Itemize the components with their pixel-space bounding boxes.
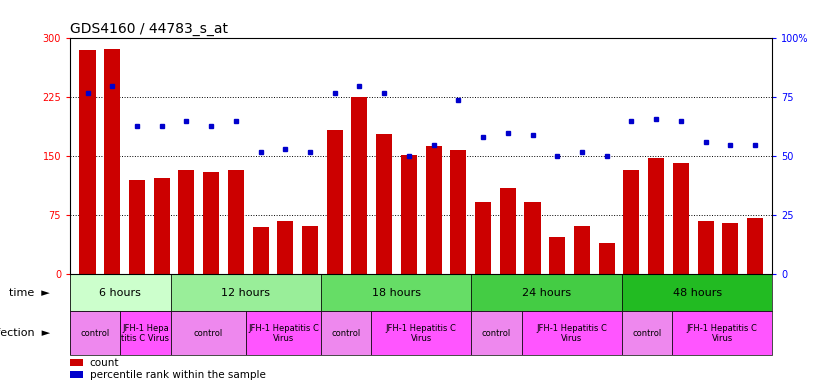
Bar (327, 131, 343, 274)
Text: count: count (90, 358, 120, 367)
Bar (472, 274, 622, 311)
Bar (278, 221, 293, 274)
Bar (624, 170, 639, 274)
Bar (129, 180, 145, 274)
Bar (450, 150, 467, 274)
Bar (371, 311, 472, 355)
Bar (697, 221, 714, 274)
Bar (70, 311, 121, 355)
Text: infection  ►: infection ► (0, 328, 50, 338)
Bar (475, 202, 491, 274)
Bar (648, 158, 664, 274)
Bar (549, 237, 565, 274)
Text: control: control (633, 329, 662, 338)
Text: 48 hours: 48 hours (672, 288, 722, 298)
Bar (574, 225, 590, 274)
Bar (500, 188, 515, 274)
Bar (170, 311, 246, 355)
Text: JFH-1 Hepatitis C
Virus: JFH-1 Hepatitis C Virus (248, 324, 319, 343)
Bar (154, 178, 169, 274)
Text: percentile rank within the sample: percentile rank within the sample (90, 370, 266, 380)
Bar (203, 172, 219, 274)
Text: control: control (482, 329, 511, 338)
Bar (253, 227, 268, 274)
Bar (121, 311, 170, 355)
Bar (70, 371, 83, 378)
Bar (521, 311, 622, 355)
Bar (246, 311, 321, 355)
Bar (178, 170, 194, 274)
Text: JFH-1 Hepatitis C
Virus: JFH-1 Hepatitis C Virus (686, 324, 757, 343)
Bar (376, 134, 392, 274)
Text: control: control (81, 329, 110, 338)
Bar (321, 274, 472, 311)
Text: 6 hours: 6 hours (99, 288, 141, 298)
Bar (79, 50, 96, 274)
Text: 24 hours: 24 hours (522, 288, 572, 298)
Bar (70, 359, 83, 366)
Text: 18 hours: 18 hours (372, 288, 420, 298)
Text: JFH-1 Hepa
titis C Virus: JFH-1 Hepa titis C Virus (121, 324, 169, 343)
Bar (70, 274, 170, 311)
Bar (401, 155, 417, 274)
Text: JFH-1 Hepatitis C
Virus: JFH-1 Hepatitis C Virus (386, 324, 457, 343)
Text: time  ►: time ► (9, 288, 50, 298)
Bar (599, 243, 615, 274)
Bar (104, 50, 121, 274)
Text: JFH-1 Hepatitis C
Virus: JFH-1 Hepatitis C Virus (536, 324, 607, 343)
Bar (351, 98, 368, 274)
Bar (321, 311, 371, 355)
Bar (228, 170, 244, 274)
Text: 12 hours: 12 hours (221, 288, 270, 298)
Bar (622, 311, 672, 355)
Bar (472, 311, 521, 355)
Text: control: control (331, 329, 361, 338)
Text: GDS4160 / 44783_s_at: GDS4160 / 44783_s_at (70, 23, 228, 36)
Bar (672, 311, 772, 355)
Bar (170, 274, 321, 311)
Bar (525, 202, 540, 274)
Bar (622, 274, 772, 311)
Bar (722, 223, 738, 274)
Bar (302, 225, 318, 274)
Bar (747, 218, 763, 274)
Text: control: control (193, 329, 223, 338)
Bar (673, 164, 689, 274)
Bar (425, 146, 442, 274)
